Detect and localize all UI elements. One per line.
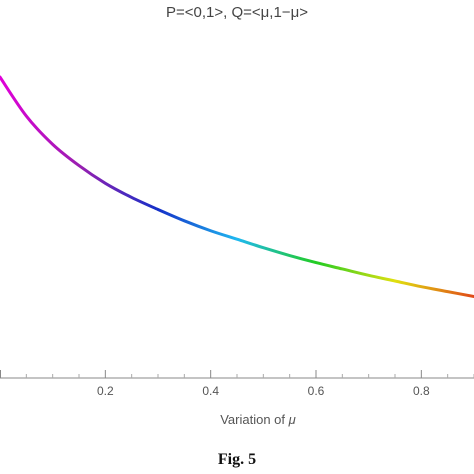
x-axis-label-symbol: μ: [288, 412, 296, 427]
x-tick-label: 0.2: [97, 384, 114, 398]
data-curve: [0, 75, 474, 299]
x-tick-label: 0.8: [413, 384, 430, 398]
figure-caption: Fig. 5: [217, 451, 257, 468]
x-tick-label: 0.4: [202, 384, 219, 398]
x-axis-label-text: Variation of: [220, 412, 288, 427]
chart-title: P=<0,1>, Q=<μ,1−μ>: [166, 4, 308, 21]
x-axis-ticks: 0.2 0.4 0.6 0.8: [0, 370, 474, 398]
x-axis-label: Variation of μ: [220, 412, 296, 427]
data-curve-group: [0, 75, 474, 299]
x-tick-label: 0.6: [308, 384, 325, 398]
